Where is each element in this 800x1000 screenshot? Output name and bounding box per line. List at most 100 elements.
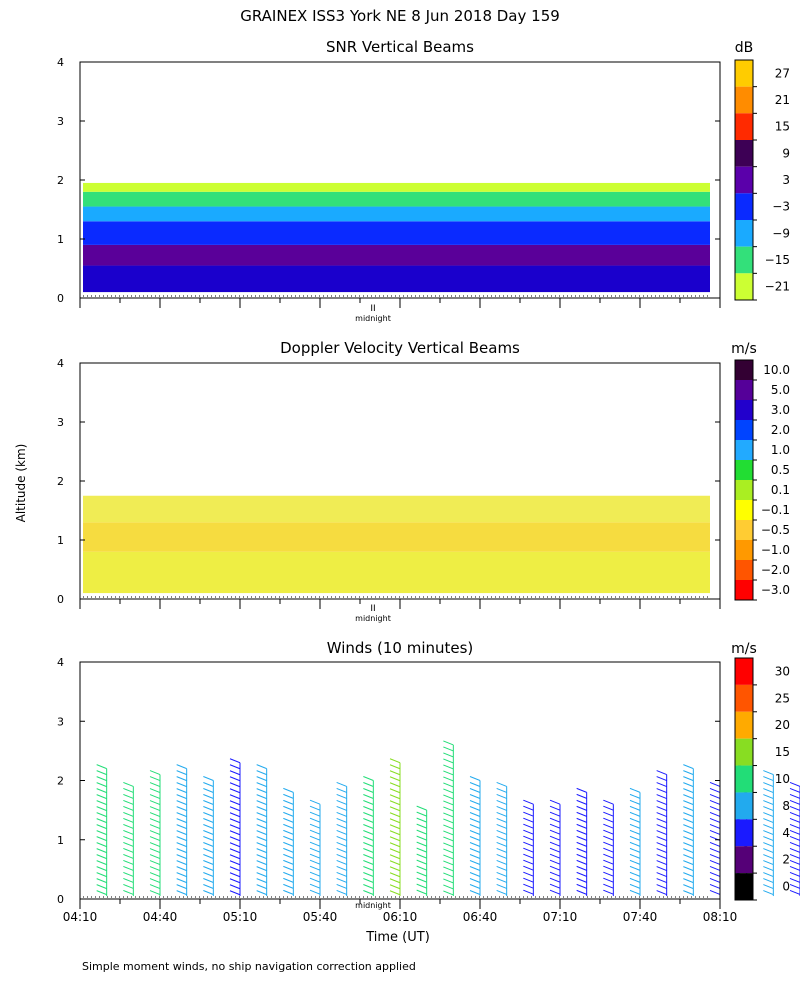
figure-title: GRAINEX ISS3 York NE 8 Jun 2018 Day 159 (240, 7, 560, 25)
wind-profile-16 (523, 799, 534, 897)
y-tick-label: 1 (57, 534, 64, 547)
colorbar-label: 10.0 (763, 363, 790, 377)
doppler-midnight-label: midnight (355, 614, 391, 623)
x-tick-label: 04:40 (143, 910, 178, 924)
colorbar-label: 15 (775, 745, 790, 759)
colorbar-swatch (735, 273, 753, 300)
winds-x-ticks: 04:10 04:40 05:10 05:40 06:10 06:40 07:10 07:40… (63, 896, 738, 924)
colorbar-swatch (735, 360, 753, 380)
colorbar-swatch (735, 420, 753, 440)
colorbar-swatch (735, 520, 753, 540)
colorbar-label: 1.0 (771, 443, 790, 457)
colorbar-frame (734, 59, 754, 301)
field-band-1 (83, 522, 710, 552)
snr-y-ticks: 0 1 2 3 4 (57, 56, 720, 305)
colorbar-label: 9 (782, 146, 790, 160)
wind-profile-9 (336, 781, 348, 897)
x-tick-label: 04:10 (63, 910, 98, 924)
wind-profile-18 (576, 787, 588, 897)
colorbar-swatch (735, 684, 753, 712)
winds-y-ticks: 0 1 2 3 4 (57, 656, 720, 906)
colorbar-label: −1.0 (761, 543, 790, 557)
colorbar-label: 27 (775, 66, 790, 80)
colorbar-label: 4 (782, 826, 790, 840)
colorbar-swatch (735, 166, 753, 194)
snr-panel-title: SNR Vertical Beams (326, 38, 474, 56)
field-band-2 (83, 221, 710, 245)
colorbar-swatch (735, 440, 753, 460)
colorbar-frame (734, 657, 754, 901)
x-tick-label: 07:10 (543, 910, 578, 924)
x-tick-label: 05:40 (303, 910, 338, 924)
x-tick-label: 07:40 (623, 910, 658, 924)
snr-midnight-label: midnight (355, 314, 391, 323)
field-band-0 (83, 265, 710, 293)
colorbar-label: 20 (775, 718, 790, 732)
y-tick-label: 3 (57, 115, 64, 128)
field-band-3 (83, 206, 710, 222)
colorbar-label: 2.0 (771, 423, 790, 437)
wind-profile-17 (549, 799, 561, 897)
field-band-1 (83, 244, 710, 266)
colorbar-swatch (735, 500, 753, 520)
colorbar-swatch (735, 140, 753, 167)
colorbar-swatch (735, 658, 753, 685)
wind-profile-19 (603, 799, 614, 897)
wind-profile-23 (709, 781, 721, 897)
colorbar-label: −0.5 (761, 523, 790, 537)
wind-profile-3 (176, 764, 188, 897)
wind-profile-15 (496, 781, 508, 897)
colorbar-label: 2 (782, 853, 790, 867)
snr-colorbar-unit: dB (735, 40, 754, 56)
wind-profile-0 (96, 764, 108, 897)
y-tick-label: 3 (57, 715, 64, 728)
wind-profile-6 (256, 764, 268, 897)
winds-field (96, 740, 800, 897)
y-tick-label: 0 (57, 893, 64, 906)
wind-profile-22 (683, 764, 694, 897)
y-tick-label: 2 (57, 174, 64, 187)
colorbar-swatch (735, 765, 753, 793)
colorbar-label: 3 (782, 173, 790, 187)
wind-profile-1 (123, 781, 134, 897)
colorbar-swatch (735, 560, 753, 580)
wind-profile-12 (416, 805, 428, 897)
colorbar-label: −0.1 (761, 503, 790, 517)
wind-profile-2 (149, 770, 161, 897)
doppler-x-ticks (79, 596, 721, 609)
snr-colorbar: 27 21 15 9 3 −3 −9 −15 −21 (734, 59, 790, 301)
colorbar-label: −21 (765, 280, 790, 294)
colorbar-swatch (735, 193, 753, 220)
snr-field (83, 182, 710, 293)
wind-profile-26 (789, 781, 800, 897)
snr-midnight-marker: II (370, 304, 375, 314)
colorbar-swatch (735, 460, 753, 480)
y-tick-label: 4 (57, 56, 64, 69)
wind-profile-4 (203, 776, 214, 897)
wind-profile-14 (469, 776, 481, 897)
colorbar-swatch (735, 738, 753, 766)
colorbar-swatch (735, 246, 753, 274)
colorbar-label: −9 (772, 226, 790, 240)
wind-profile-7 (283, 787, 294, 897)
colorbar-label: −3.0 (761, 583, 790, 597)
colorbar-label: 15 (775, 120, 790, 134)
field-band-5 (83, 182, 710, 192)
wind-profile-13 (443, 740, 454, 897)
colorbar-label: 8 (782, 799, 790, 813)
colorbar-label: 0 (782, 880, 790, 894)
snr-x-ticks (79, 295, 721, 308)
footnote: Simple moment winds, no ship navigation … (82, 960, 416, 973)
x-tick-label: 05:10 (223, 910, 258, 924)
colorbar-swatch (735, 792, 753, 820)
doppler-panel: Doppler Velocity Vertical Beams 0 1 2 3 4 II… (57, 339, 790, 623)
colorbar-swatch (735, 819, 753, 847)
doppler-colorbar: 10.0 5.0 3.0 2.0 1.0 0.5 0.1 −0.1 −0.5 −1.0 −2.0 −3… (734, 359, 790, 601)
wind-profile-11 (389, 758, 401, 897)
winds-panel-title: Winds (10 minutes) (327, 639, 474, 657)
x-tick-label: 08:10 (703, 910, 738, 924)
colorbar-label: 25 (775, 691, 790, 705)
field-band-2 (83, 495, 710, 523)
colorbar-swatch (735, 711, 753, 739)
